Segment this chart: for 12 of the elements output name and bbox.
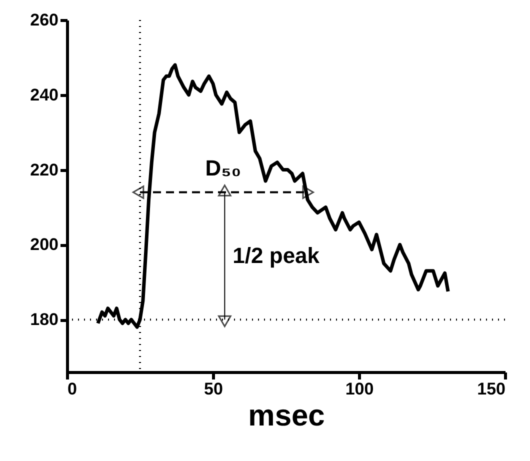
y-tick-label: 180 (30, 310, 58, 330)
x-tick-label: 150 (477, 380, 506, 398)
x-axis-title: msec (248, 400, 325, 432)
y-tick-label: 200 (30, 235, 58, 254)
x-tick-label: 100 (345, 380, 374, 398)
x-tick-label: 0 (68, 380, 77, 398)
annotation: 1/2 peak (232, 242, 320, 268)
y-tick-label: 260 (30, 10, 58, 30)
annotation: D₅₀ (205, 155, 242, 180)
y-tick-label: 240 (30, 85, 58, 104)
y-tick-label: 220 (30, 160, 58, 180)
x-tick-label: 50 (204, 380, 223, 398)
